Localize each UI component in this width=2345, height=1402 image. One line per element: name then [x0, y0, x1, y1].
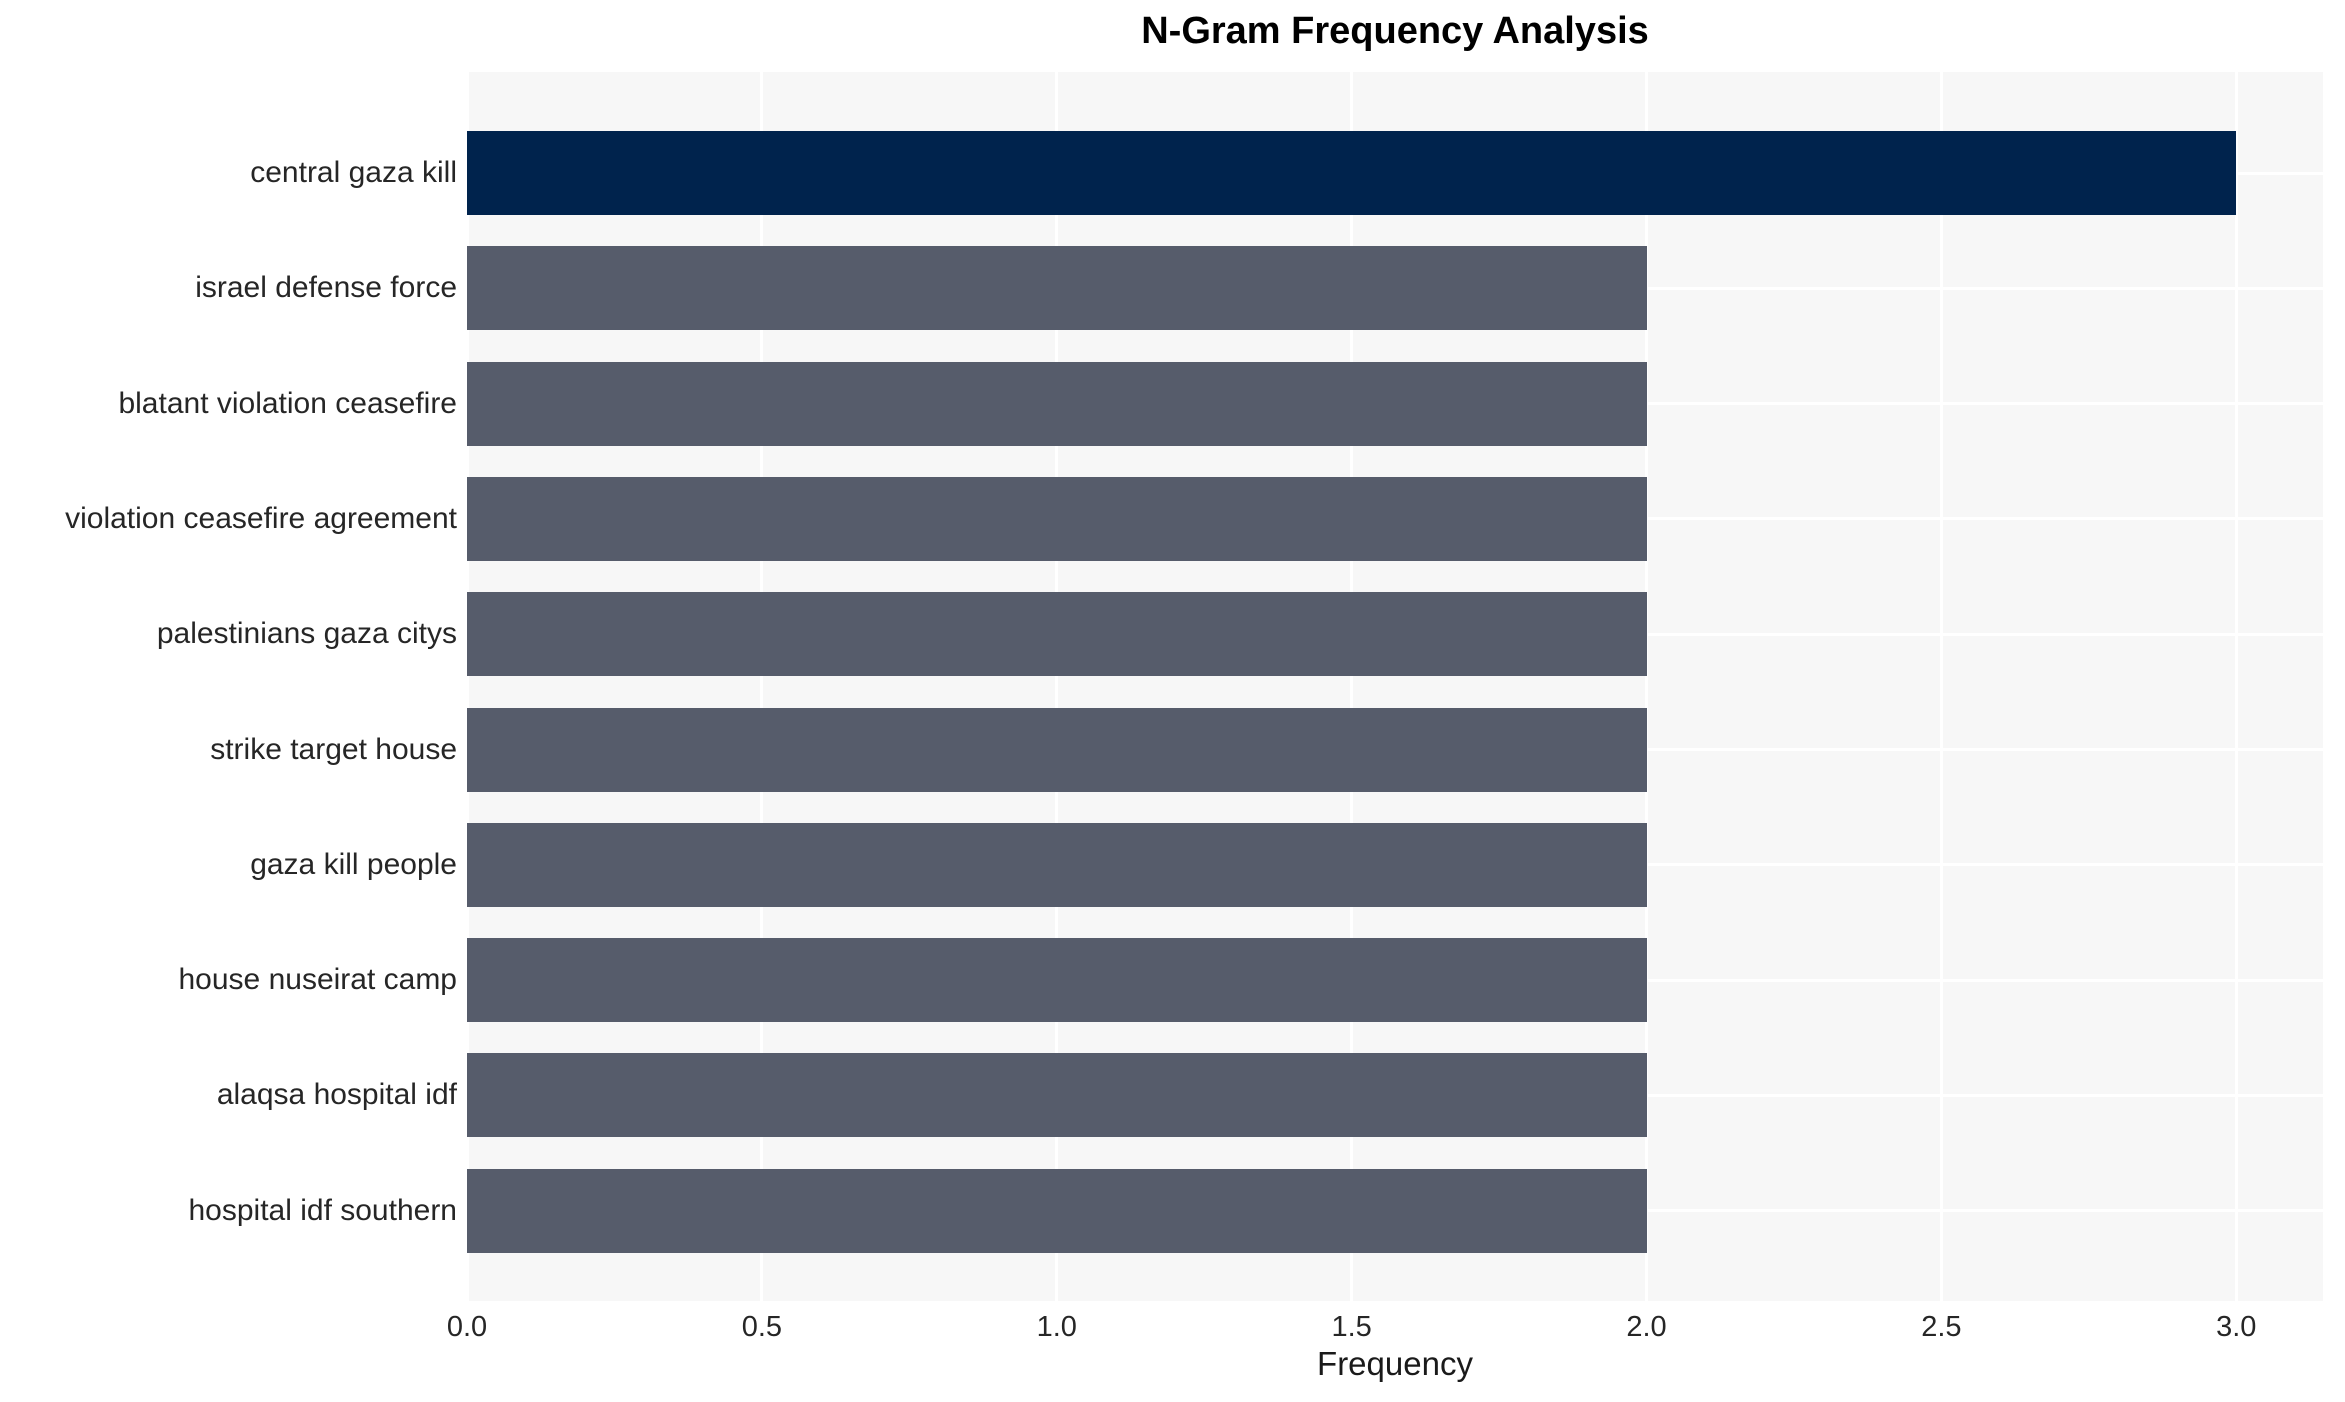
vertical-gridline — [1939, 72, 1943, 1301]
vertical-gridline — [760, 72, 764, 1301]
y-tick-label: israel defense force — [195, 271, 457, 305]
x-axis-label: Frequency — [1317, 1345, 1473, 1382]
x-tick-label: 3.0 — [2216, 1311, 2257, 1343]
x-tick-label: 1.0 — [1036, 1311, 1077, 1343]
y-tick-label: house nuseirat camp — [178, 963, 458, 997]
vertical-gridline — [465, 72, 469, 1301]
x-tick-label: 2.0 — [1626, 1311, 1667, 1343]
x-tick-label: 0.0 — [446, 1311, 488, 1343]
y-tick-label: palestinians gaza citys — [156, 617, 457, 651]
bar-house-nuseirat-camp — [467, 938, 1647, 1023]
y-tick-label: strike target house — [210, 732, 457, 766]
y-tick-label: blatant violation ceasefire — [118, 386, 457, 420]
bar-alaqsa-hospital-idf — [467, 1053, 1647, 1138]
bar-central-gaza-kill — [467, 131, 2237, 215]
x-tick-label: 0.5 — [741, 1311, 783, 1343]
bar-hospital-idf-southern — [467, 1168, 1647, 1253]
vertical-gridline — [2234, 72, 2238, 1301]
bar-violation-ceasefire-agreement — [467, 476, 1647, 561]
y-tick-label: hospital idf southern — [188, 1193, 457, 1227]
x-tick-label: 2.5 — [1921, 1311, 1962, 1343]
y-tick-label: alaqsa hospital idf — [216, 1078, 457, 1112]
x-tick-label: 1.5 — [1331, 1311, 1372, 1343]
chart-title: N-Gram Frequency Analysis — [1141, 10, 1649, 52]
vertical-gridline — [1055, 72, 1059, 1301]
y-tick-label: gaza kill people — [250, 847, 457, 881]
bar-strike-target-house — [467, 707, 1647, 792]
vertical-gridline — [1350, 72, 1354, 1301]
bar-palestinians-gaza-citys — [467, 592, 1647, 677]
y-tick-label: central gaza kill — [250, 156, 457, 189]
bar-gaza-kill-people — [467, 822, 1647, 907]
bar-israel-defense-force — [467, 246, 1647, 331]
plot-area — [465, 72, 2323, 1301]
y-tick-label: violation ceasefire agreement — [65, 501, 457, 535]
vertical-gridline — [1645, 72, 1649, 1301]
bar-blatant-violation-ceasefire — [467, 361, 1647, 446]
